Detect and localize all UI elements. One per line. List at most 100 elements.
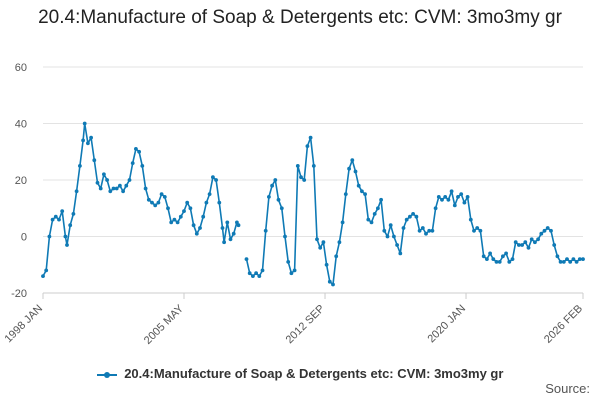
data-point[interactable] bbox=[523, 240, 528, 245]
data-point[interactable] bbox=[388, 223, 393, 228]
source-credit[interactable]: Source: bbox=[545, 381, 590, 396]
data-point[interactable] bbox=[443, 195, 448, 199]
data-point[interactable] bbox=[60, 209, 65, 214]
data-point[interactable] bbox=[417, 228, 422, 233]
data-point[interactable] bbox=[360, 189, 364, 194]
data-point[interactable] bbox=[127, 178, 132, 182]
data-point[interactable] bbox=[194, 231, 199, 236]
data-point[interactable] bbox=[283, 234, 287, 239]
data-point[interactable] bbox=[459, 192, 464, 197]
data-point[interactable] bbox=[211, 175, 215, 180]
data-point[interactable] bbox=[430, 228, 435, 233]
data-point[interactable] bbox=[198, 226, 202, 230]
data-point[interactable] bbox=[292, 268, 297, 273]
data-point[interactable] bbox=[228, 237, 233, 242]
data-point[interactable] bbox=[121, 189, 125, 194]
data-point[interactable] bbox=[182, 209, 186, 214]
data-point[interactable] bbox=[82, 121, 87, 126]
data-point[interactable] bbox=[188, 206, 193, 211]
data-point[interactable] bbox=[247, 271, 252, 276]
data-point[interactable] bbox=[555, 254, 560, 259]
data-point[interactable] bbox=[568, 260, 573, 264]
data-point[interactable] bbox=[95, 180, 100, 185]
data-point[interactable] bbox=[279, 206, 284, 211]
data-point[interactable] bbox=[501, 254, 505, 259]
data-point[interactable] bbox=[143, 186, 148, 191]
data-point[interactable] bbox=[220, 226, 225, 230]
data-point[interactable] bbox=[318, 245, 323, 250]
data-point[interactable] bbox=[382, 228, 387, 233]
data-point[interactable] bbox=[520, 243, 524, 247]
data-point[interactable] bbox=[308, 135, 313, 140]
data-point[interactable] bbox=[536, 237, 540, 242]
data-point[interactable] bbox=[276, 197, 281, 202]
data-point[interactable] bbox=[134, 147, 138, 151]
data-point[interactable] bbox=[102, 172, 106, 177]
data-point[interactable] bbox=[446, 197, 451, 202]
data-point[interactable] bbox=[222, 240, 227, 245]
data-point[interactable] bbox=[81, 138, 85, 143]
data-point[interactable] bbox=[552, 243, 557, 247]
data-point[interactable] bbox=[302, 178, 307, 182]
data-point[interactable] bbox=[542, 228, 547, 233]
data-point[interactable] bbox=[468, 217, 473, 222]
data-point[interactable] bbox=[267, 195, 271, 199]
data-point[interactable] bbox=[420, 226, 425, 230]
data-point[interactable] bbox=[140, 164, 145, 168]
data-point[interactable] bbox=[472, 228, 476, 233]
data-point[interactable] bbox=[494, 260, 499, 264]
data-point[interactable] bbox=[517, 243, 521, 247]
data-point[interactable] bbox=[217, 200, 222, 205]
data-point[interactable] bbox=[539, 231, 544, 236]
data-point[interactable] bbox=[251, 274, 255, 278]
data-point[interactable] bbox=[350, 158, 355, 163]
data-point[interactable] bbox=[414, 214, 419, 219]
data-point[interactable] bbox=[491, 257, 496, 261]
data-point[interactable] bbox=[150, 200, 154, 205]
data-point[interactable] bbox=[327, 279, 332, 284]
legend[interactable]: 20.4:Manufacture of Soap & Detergents et… bbox=[0, 366, 600, 381]
data-point[interactable] bbox=[353, 169, 358, 174]
data-point[interactable] bbox=[207, 192, 212, 197]
data-point[interactable] bbox=[166, 206, 170, 211]
data-point[interactable] bbox=[130, 161, 135, 166]
data-point[interactable] bbox=[392, 234, 396, 239]
data-point[interactable] bbox=[424, 231, 428, 236]
data-point[interactable] bbox=[44, 268, 49, 273]
data-point[interactable] bbox=[481, 254, 486, 259]
data-point[interactable] bbox=[86, 141, 90, 146]
data-point[interactable] bbox=[273, 178, 278, 182]
data-point[interactable] bbox=[235, 220, 239, 225]
data-point[interactable] bbox=[289, 271, 294, 276]
data-point[interactable] bbox=[254, 271, 258, 276]
data-point[interactable] bbox=[395, 243, 399, 247]
data-point[interactable] bbox=[427, 228, 432, 233]
data-point[interactable] bbox=[78, 164, 82, 168]
data-point[interactable] bbox=[236, 223, 241, 228]
data-point[interactable] bbox=[504, 251, 508, 256]
data-point[interactable] bbox=[558, 260, 563, 264]
data-point[interactable] bbox=[385, 234, 390, 239]
data-point[interactable] bbox=[356, 183, 361, 188]
data-point[interactable] bbox=[50, 217, 55, 222]
data-point[interactable] bbox=[379, 197, 383, 202]
data-point[interactable] bbox=[201, 214, 206, 219]
data-point[interactable] bbox=[475, 226, 480, 230]
data-point[interactable] bbox=[545, 226, 550, 230]
data-point[interactable] bbox=[571, 257, 576, 261]
data-point[interactable] bbox=[340, 220, 345, 225]
data-point[interactable] bbox=[366, 217, 371, 222]
data-point[interactable] bbox=[118, 183, 122, 188]
data-point[interactable] bbox=[485, 257, 489, 261]
data-point[interactable] bbox=[507, 260, 512, 264]
data-point[interactable] bbox=[321, 240, 326, 245]
data-point[interactable] bbox=[146, 197, 151, 202]
data-point[interactable] bbox=[162, 195, 167, 199]
data-point[interactable] bbox=[561, 260, 566, 264]
data-point[interactable] bbox=[124, 183, 129, 188]
data-point[interactable] bbox=[311, 164, 316, 168]
data-point[interactable] bbox=[510, 257, 515, 261]
data-point[interactable] bbox=[41, 274, 45, 278]
data-point[interactable] bbox=[398, 251, 403, 256]
data-point[interactable] bbox=[111, 186, 116, 191]
